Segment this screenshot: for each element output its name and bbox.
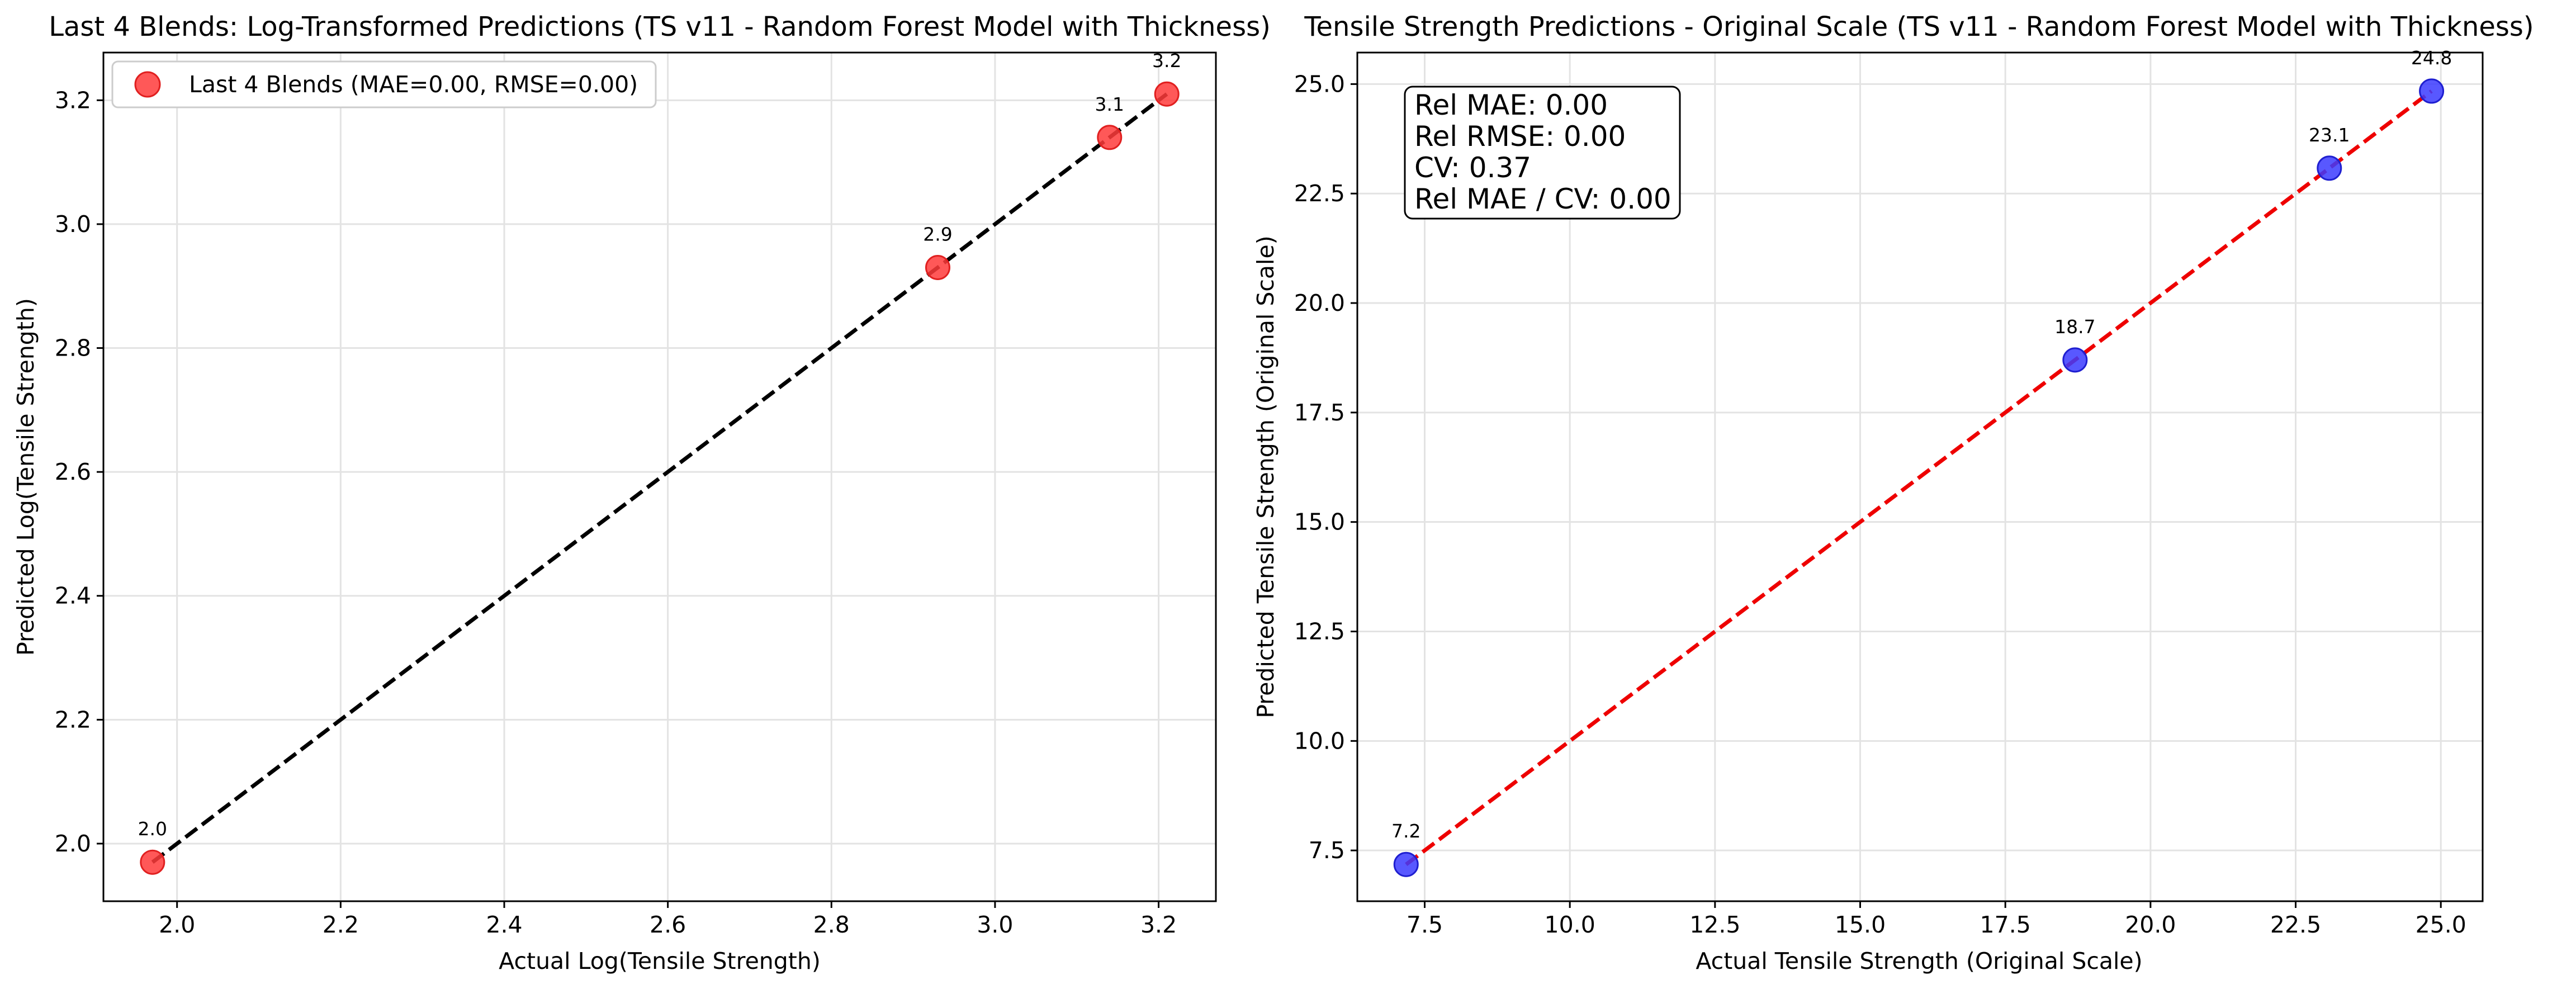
log-y-tick-label: 2.8 bbox=[55, 335, 91, 362]
stats-cv: CV: 0.37 bbox=[1414, 152, 1531, 184]
log-chart-points bbox=[140, 81, 1180, 875]
legend-label: Last 4 Blends (MAE=0.00, RMSE=0.00) bbox=[189, 71, 638, 98]
log-point-label: 2.9 bbox=[923, 223, 952, 245]
stats-rel-rmse: Rel RMSE: 0.00 bbox=[1414, 120, 1626, 153]
original-scale-chart-frame bbox=[1356, 51, 2484, 902]
log-y-tick-label: 2.4 bbox=[55, 583, 91, 609]
original-scale-chart-title: Tensile Strength Predictions - Original … bbox=[1304, 11, 2534, 42]
original-scale-point-label: 23.1 bbox=[2309, 124, 2350, 146]
log-data-point bbox=[1154, 81, 1180, 107]
log-y-tick-label: 3.0 bbox=[55, 211, 91, 238]
original-scale-x-tick-label: 25.0 bbox=[2416, 911, 2466, 938]
original-scale-data-point bbox=[2062, 347, 2088, 373]
original-scale-x-tick-label: 17.5 bbox=[1980, 911, 2031, 938]
original-scale-y-tick-label: 7.5 bbox=[1309, 837, 1345, 864]
stats-box: Rel MAE: 0.00 Rel RMSE: 0.00 CV: 0.37 Re… bbox=[1404, 86, 1681, 220]
log-data-point bbox=[925, 254, 950, 280]
log-chart-x-axis-label: Actual Log(Tensile Strength) bbox=[499, 948, 821, 974]
original-scale-chart: 7.2 18.7 23.1 24.8 7.5 10.0 12.5 15.0 17.5 20.0 2… bbox=[1252, 11, 2534, 974]
log-point-label: 3.2 bbox=[1152, 50, 1181, 72]
stats-box-frame bbox=[1404, 86, 1681, 220]
original-scale-y-tick-label: 10.0 bbox=[1294, 727, 1345, 754]
log-x-tick-label: 3.0 bbox=[977, 911, 1013, 938]
log-data-point bbox=[140, 849, 165, 875]
original-scale-chart-points bbox=[1393, 78, 2445, 877]
original-scale-chart-point-labels: 7.2 18.7 23.1 24.8 bbox=[1391, 47, 2452, 842]
original-scale-chart-reference-line bbox=[1405, 89, 2433, 866]
original-scale-x-tick-label: 22.5 bbox=[2270, 911, 2321, 938]
log-point-label: 2.0 bbox=[138, 818, 167, 840]
log-x-tick-label: 2.8 bbox=[813, 911, 850, 938]
log-chart-title: Last 4 Blends: Log-Transformed Predictio… bbox=[49, 11, 1271, 42]
original-scale-y-tick-label: 17.5 bbox=[1294, 399, 1345, 426]
legend-box bbox=[111, 60, 657, 108]
log-y-tick-label: 3.2 bbox=[55, 87, 91, 113]
log-chart-reference-line bbox=[151, 92, 1168, 864]
original-scale-y-tick-label: 12.5 bbox=[1294, 618, 1345, 645]
original-scale-chart-y-axis-label: Predicted Tensile Strength (Original Sca… bbox=[1252, 235, 1279, 718]
original-scale-y-tick-label: 22.5 bbox=[1294, 180, 1345, 207]
original-scale-point-label: 7.2 bbox=[1391, 820, 1420, 842]
original-scale-data-point bbox=[2317, 155, 2342, 181]
original-scale-x-tick-label: 10.0 bbox=[1545, 911, 1595, 938]
log-x-tick-label: 2.2 bbox=[323, 911, 359, 938]
log-chart-legend: Last 4 Blends (MAE=0.00, RMSE=0.00) bbox=[111, 60, 657, 108]
log-chart-frame bbox=[102, 51, 1217, 902]
log-data-point bbox=[1097, 125, 1123, 150]
original-scale-y-tick-label: 20.0 bbox=[1294, 290, 1345, 316]
original-scale-y-tick-label: 25.0 bbox=[1294, 70, 1345, 97]
original-scale-point-label: 18.7 bbox=[2054, 316, 2095, 338]
original-scale-x-tick-label: 15.0 bbox=[1835, 911, 1886, 938]
log-chart-ticks: 2.0 2.2 2.4 2.6 2.8 3.0 3.2 2.0 2.2 2.4 2.6 2.8 3.0 3… bbox=[55, 87, 1177, 938]
log-x-tick-label: 2.4 bbox=[486, 911, 522, 938]
log-chart-y-axis-label: Predicted Log(Tensile Strength) bbox=[12, 298, 39, 656]
original-scale-chart-x-axis-label: Actual Tensile Strength (Original Scale) bbox=[1696, 948, 2142, 974]
log-y-tick-label: 2.6 bbox=[55, 458, 91, 485]
original-scale-y-tick-label: 15.0 bbox=[1294, 509, 1345, 536]
original-scale-chart-gridlines bbox=[1357, 53, 2483, 901]
log-chart-point-labels: 2.0 2.9 3.1 3.2 bbox=[138, 50, 1182, 840]
log-y-tick-label: 2.0 bbox=[55, 830, 91, 857]
log-point-label: 3.1 bbox=[1095, 93, 1124, 115]
original-scale-x-tick-label: 12.5 bbox=[1689, 911, 1740, 938]
log-y-tick-label: 2.2 bbox=[55, 706, 91, 733]
original-scale-x-tick-label: 7.5 bbox=[1407, 911, 1443, 938]
stats-rel-mae-cv: Rel MAE / CV: 0.00 bbox=[1414, 183, 1671, 215]
original-scale-point-label: 24.8 bbox=[2411, 47, 2452, 69]
log-x-tick-label: 2.0 bbox=[159, 911, 195, 938]
original-scale-data-point bbox=[1393, 851, 1419, 877]
original-scale-data-point bbox=[2419, 78, 2445, 104]
original-scale-x-tick-label: 20.0 bbox=[2125, 911, 2176, 938]
log-chart: 2.0 2.9 3.1 3.2 2.0 2.2 2.4 2.6 2.8 3.0 3.2 2.0 2.2… bbox=[12, 11, 1271, 974]
log-x-tick-label: 2.6 bbox=[650, 911, 686, 938]
stats-rel-mae: Rel MAE: 0.00 bbox=[1414, 89, 1608, 121]
legend-marker bbox=[134, 71, 161, 98]
log-x-tick-label: 3.2 bbox=[1140, 911, 1177, 938]
log-chart-gridlines bbox=[103, 53, 1216, 901]
original-scale-chart-ticks: 7.5 10.0 12.5 15.0 17.5 20.0 22.5 25.0 7.5 10.0 12… bbox=[1294, 70, 2466, 938]
